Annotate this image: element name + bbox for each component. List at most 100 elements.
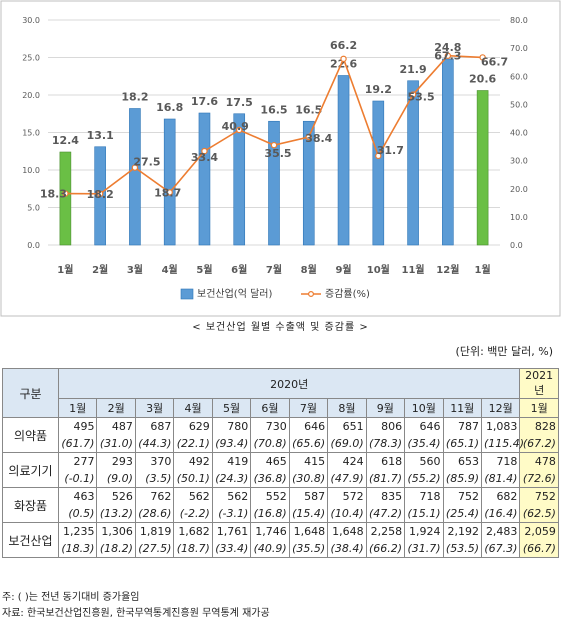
bar-data-label: 20.6 bbox=[469, 73, 496, 86]
cell-growth: (93.4) bbox=[215, 437, 249, 450]
growth-point bbox=[201, 147, 208, 155]
cell-growth: (31.0) bbox=[99, 437, 133, 450]
growth-point bbox=[166, 189, 173, 196]
table-cell: 629 (22.1) bbox=[173, 417, 213, 453]
bar bbox=[302, 120, 315, 246]
month-header: 11월 bbox=[442, 398, 482, 418]
table-cell: 1,924 (31.7) bbox=[404, 522, 444, 558]
cell-growth: (22.1) bbox=[176, 437, 210, 450]
bar bbox=[476, 90, 489, 246]
left-tick-label: 5.0 bbox=[27, 204, 40, 213]
table-cell: 572 (10.4) bbox=[327, 487, 367, 523]
table-cell: 587 (15.4) bbox=[288, 487, 329, 523]
cell-value: 1,682 bbox=[178, 525, 210, 538]
month-header: 3월 bbox=[134, 398, 175, 418]
cell-value: 2,258 bbox=[370, 525, 403, 538]
left-tick-label: 30.0 bbox=[22, 16, 40, 25]
table-cell: 780 (93.4) bbox=[211, 417, 252, 453]
cell-growth: (36.8) bbox=[253, 472, 287, 485]
cell-growth: (30.8) bbox=[292, 472, 326, 485]
cell-value: 419 bbox=[227, 455, 249, 468]
growth-point bbox=[340, 55, 347, 63]
year-header-row: 구분 2020년 2021년 bbox=[2, 368, 559, 418]
growth-point bbox=[305, 133, 312, 141]
cell-value: 752 bbox=[457, 490, 479, 503]
left-tick-label: 10.0 bbox=[22, 166, 40, 175]
bar-data-label: 19.2 bbox=[365, 83, 392, 96]
x-tick-label: 1월 bbox=[57, 264, 73, 276]
month-header: 7월 bbox=[288, 398, 329, 418]
cell-value: 463 bbox=[73, 490, 95, 503]
table-cell: 1,648 (35.5) bbox=[288, 522, 329, 558]
growth-point bbox=[236, 126, 243, 134]
line-data-label: 38.4 bbox=[305, 132, 332, 145]
cell-value: 651 bbox=[342, 420, 364, 433]
cell-growth: (13.2) bbox=[99, 507, 133, 520]
cell-value: 718 bbox=[419, 490, 441, 503]
x-tick-label: 2월 bbox=[92, 264, 108, 276]
x-tick-label: 11월 bbox=[402, 264, 425, 276]
table-cell: 562 (-3.1) bbox=[211, 487, 252, 523]
table-cell: 2,483 (67.3) bbox=[480, 522, 521, 558]
x-tick-label: 7월 bbox=[266, 264, 282, 276]
cell-value: 2,483 bbox=[485, 525, 518, 538]
cell-value: 618 bbox=[381, 455, 403, 468]
table-cell: 752 (25.4) bbox=[442, 487, 482, 523]
cell-value: 646 bbox=[304, 420, 326, 433]
legend-label: 보건산업(억 달러) bbox=[197, 287, 272, 300]
month-header: 1월 bbox=[57, 398, 98, 418]
line-data-label: 35.5 bbox=[264, 147, 291, 160]
cell-value: 629 bbox=[188, 420, 210, 433]
left-tick-label: 25.0 bbox=[22, 54, 40, 63]
export-table: 구분 2020년 2021년 1월 2월 3월 4월 5월 6월 7월 8월 9월 10월 11월 1… bbox=[2, 368, 559, 558]
table-row: 의약품 495 (61.7) 487 (31.0) 687 (44.3) 629 (22.1) 7… bbox=[2, 417, 559, 453]
bar-data-label: 13.1 bbox=[87, 129, 114, 142]
bar bbox=[198, 112, 211, 246]
cell-growth: (18.3) bbox=[61, 542, 95, 555]
row-label: 의료기기 bbox=[2, 452, 59, 488]
month-header: 4월 bbox=[173, 398, 213, 418]
row-label: 보건산업 bbox=[2, 522, 59, 558]
right-tick-label: 60.0 bbox=[510, 72, 528, 81]
cell-growth: (55.2) bbox=[407, 472, 441, 485]
growth-point bbox=[96, 190, 104, 198]
table-cell: 478 (72.6) bbox=[519, 452, 559, 488]
table-cell: 646 (65.6) bbox=[288, 417, 329, 453]
table-cell: 1,682 (18.7) bbox=[173, 522, 213, 558]
export-chart: 0.0 5.0 10.0 15.0 20.0 25.0 30.0 0.0 10.0 20.0 30.… bbox=[0, 0, 561, 317]
month-header: 10월 bbox=[404, 398, 444, 418]
cell-growth: (31.7) bbox=[407, 542, 441, 555]
bar-data-label: 18.2 bbox=[121, 91, 148, 104]
bar-data-label: 16.8 bbox=[156, 101, 183, 114]
cell-value: 1,924 bbox=[409, 525, 441, 538]
table-row: 화장품 463 (0.5) 526 (13.2) 762 (28.6) 562 (-2.2) 56… bbox=[2, 487, 559, 523]
cell-value: 587 bbox=[304, 490, 326, 503]
cell-value: 835 bbox=[381, 490, 403, 503]
bar-data-label: 16.5 bbox=[295, 103, 322, 116]
right-tick-label: 80.0 bbox=[510, 16, 528, 25]
cell-value: 1,746 bbox=[255, 525, 287, 538]
table-row: 의료기기 277 (-0.1) 293 (9.0) 370 (3.5) 492 (50.1) 41… bbox=[2, 452, 559, 488]
table-cell: 752 (62.5) bbox=[519, 487, 559, 523]
cell-value: 487 bbox=[111, 420, 133, 433]
cell-growth: (10.4) bbox=[330, 507, 364, 520]
cell-value: 687 bbox=[150, 420, 172, 433]
bar bbox=[59, 151, 72, 246]
table-cell: 562 (-2.2) bbox=[173, 487, 213, 523]
cell-growth: (15.4) bbox=[292, 507, 326, 520]
cell-growth: (70.8) bbox=[253, 437, 287, 450]
cell-growth: (0.5) bbox=[68, 507, 95, 520]
table-cell: 1,235 (18.3) bbox=[57, 522, 98, 558]
line-data-label: 40.9 bbox=[222, 120, 249, 133]
x-tick-label: 12월 bbox=[436, 264, 459, 276]
row-label: 화장품 bbox=[2, 487, 59, 523]
table-cell: 487 (31.0) bbox=[96, 417, 136, 453]
cell-value: 653 bbox=[457, 455, 479, 468]
left-tick-label: 0.0 bbox=[27, 241, 40, 250]
table-cell: 370 (3.5) bbox=[134, 452, 175, 488]
table-cell: 2,192 (53.5) bbox=[442, 522, 482, 558]
table-cell: 552 (16.8) bbox=[250, 487, 290, 523]
cell-value: 465 bbox=[265, 455, 287, 468]
table-cell: 646 (35.4) bbox=[404, 417, 444, 453]
cell-growth: (115.4) bbox=[483, 437, 525, 450]
